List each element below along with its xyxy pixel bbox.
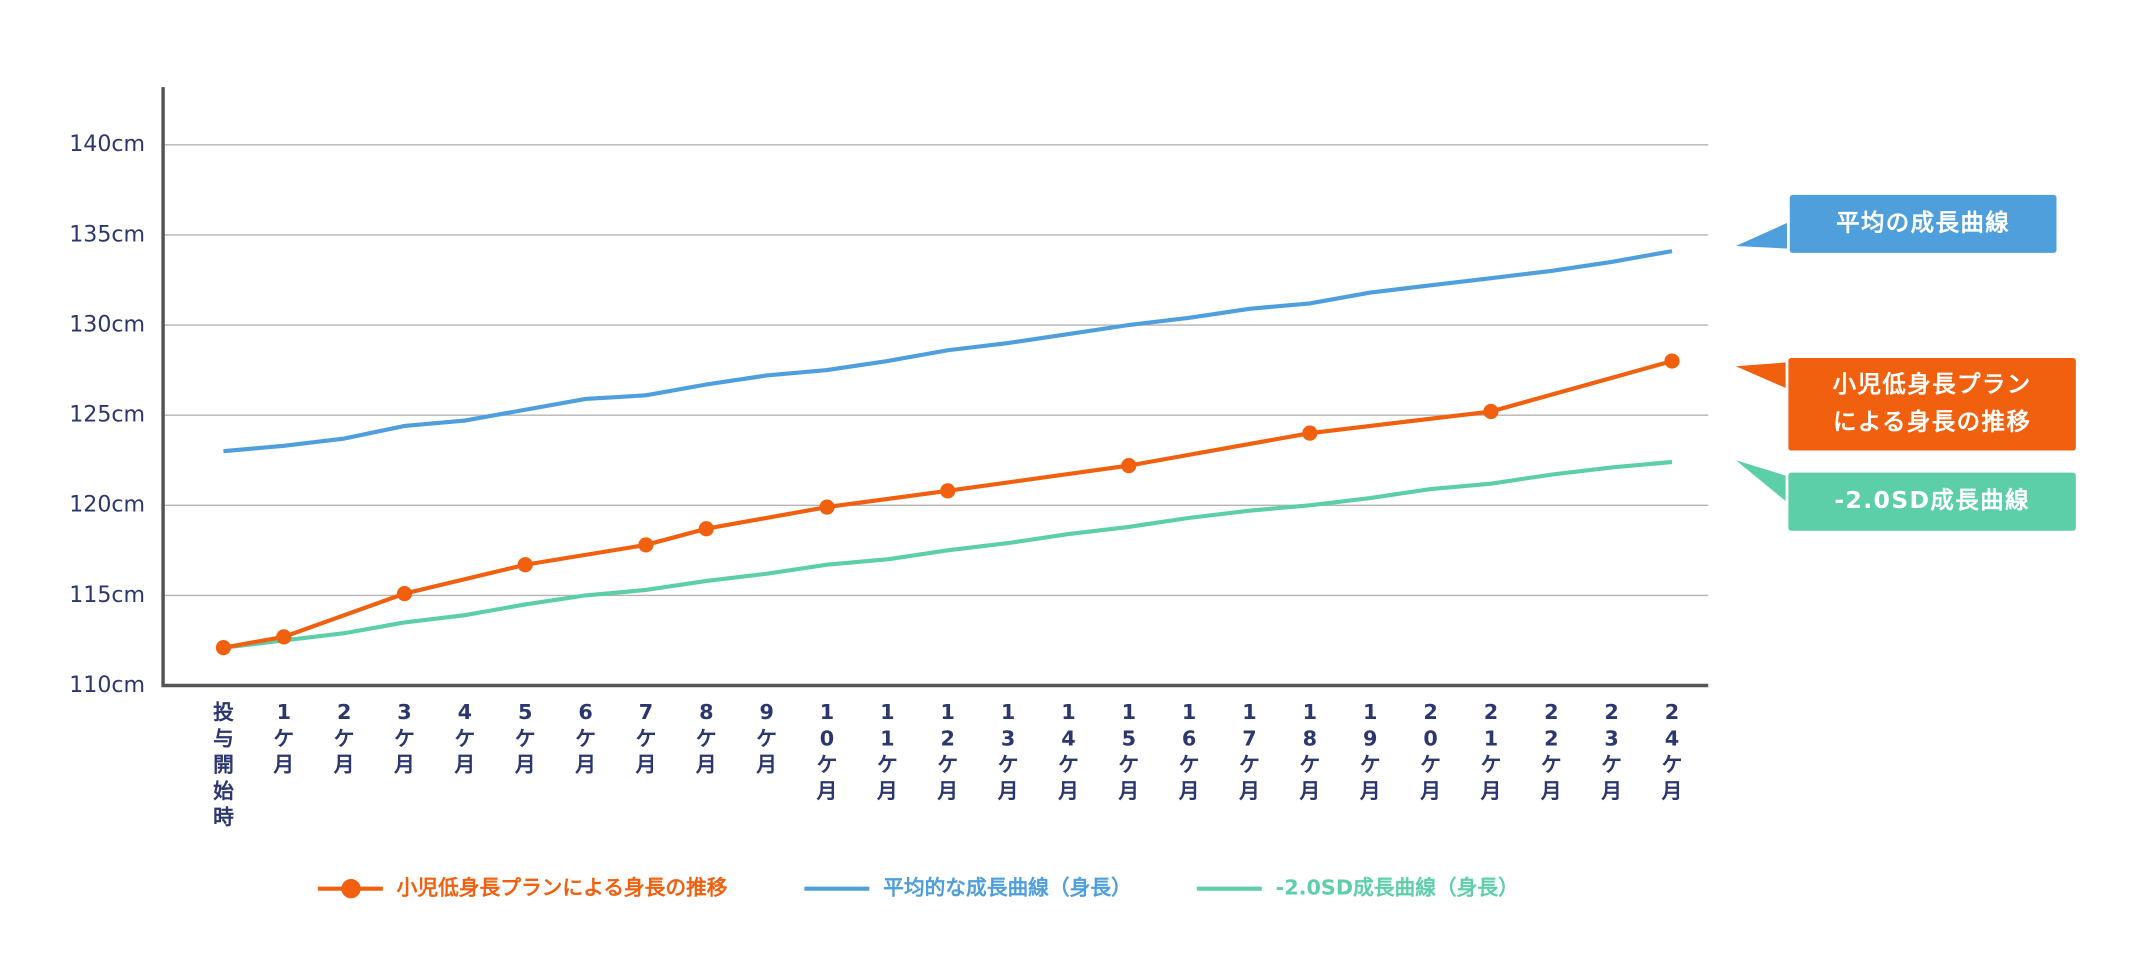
- callout-pointer: [1735, 362, 1790, 390]
- x-tick-label: 9 ケ月: [755, 700, 777, 777]
- series-line: [223, 459, 1673, 650]
- data-point: [1483, 403, 1499, 420]
- y-tick-label: 140cm: [69, 131, 145, 157]
- callout-text: による身長の推移: [1833, 407, 2031, 435]
- callout-box: [1786, 192, 2060, 256]
- x-tick-label: 2 ケ月: [333, 700, 355, 777]
- x-tick-label: 1 1 ケ月: [876, 700, 898, 803]
- callout-text: 小児低身長プラン: [1833, 370, 2032, 398]
- x-tick-label: 1 4 ケ月: [1057, 700, 1079, 803]
- data-point: [698, 521, 714, 537]
- x-tick-label: 1 3 ケ月: [997, 700, 1019, 803]
- x-tick-label: 3 ケ月: [393, 700, 415, 777]
- callout-pointer: [1735, 221, 1792, 249]
- series-line: [223, 359, 1673, 650]
- x-tick-label: 1 0 ケ月: [816, 700, 838, 803]
- callout-text: 平均の成長曲線: [1836, 208, 2010, 236]
- data-point: [940, 483, 956, 499]
- x-tick-label: 6 ケ月: [574, 700, 596, 777]
- x-tick-label: 1 8 ケ月: [1298, 700, 1320, 803]
- x-tick-label: 1 2 ケ月: [936, 700, 958, 803]
- y-tick-label: 120cm: [69, 492, 145, 518]
- callout-box: [1785, 355, 2079, 454]
- data-point: [215, 640, 232, 656]
- x-tick-label: 1 7 ケ月: [1238, 700, 1260, 803]
- data-point: [1302, 425, 1318, 441]
- data-point: [276, 629, 292, 645]
- x-tick-label: 2 0 ケ月: [1419, 700, 1441, 803]
- x-tick-label: 8 ケ月: [695, 700, 717, 777]
- y-tick-label: 130cm: [69, 312, 145, 338]
- callout-box: [1785, 469, 2079, 534]
- x-tick-label: 1 ケ月: [272, 700, 294, 777]
- y-tick-label: 125cm: [69, 402, 145, 428]
- x-tick-label: 2 1 ケ月: [1480, 700, 1502, 803]
- x-tick-label: 4 ケ月: [453, 700, 475, 777]
- x-tick-label: 2 3 ケ月: [1600, 700, 1622, 803]
- x-tick-label: 2 4 ケ月: [1661, 700, 1683, 803]
- x-tick-label: 1 9 ケ月: [1359, 700, 1381, 803]
- data-point: [1664, 353, 1680, 369]
- x-tick-label: 5 ケ月: [514, 700, 536, 777]
- data-point: [517, 557, 533, 573]
- legend-label: 小児低身長プランによる身長の推移: [397, 876, 728, 900]
- legend-label: 平均的な成長曲線（身長）: [883, 876, 1132, 900]
- data-point: [1121, 458, 1137, 474]
- y-tick-label: 110cm: [69, 672, 145, 698]
- x-tick-label: 1 5 ケ月: [1117, 700, 1139, 803]
- data-point: [819, 499, 835, 515]
- callout-pointer: [1735, 460, 1790, 505]
- x-tick-label: 1 6 ケ月: [1178, 700, 1200, 803]
- data-point: [396, 585, 413, 602]
- x-tick-label: 投与開始時: [213, 700, 234, 829]
- y-tick-label: 115cm: [69, 582, 145, 608]
- x-tick-label: 2 2 ケ月: [1540, 700, 1562, 803]
- data-point: [638, 537, 654, 553]
- series-line: [223, 249, 1673, 454]
- callout-text: -2.0SD成長曲線: [1834, 486, 2030, 514]
- x-tick-label: 7 ケ月: [635, 700, 657, 777]
- y-tick-label: 135cm: [69, 221, 145, 247]
- legend-marker: [341, 878, 361, 899]
- legend-label: -2.0SD成長曲線（身長）: [1276, 876, 1519, 900]
